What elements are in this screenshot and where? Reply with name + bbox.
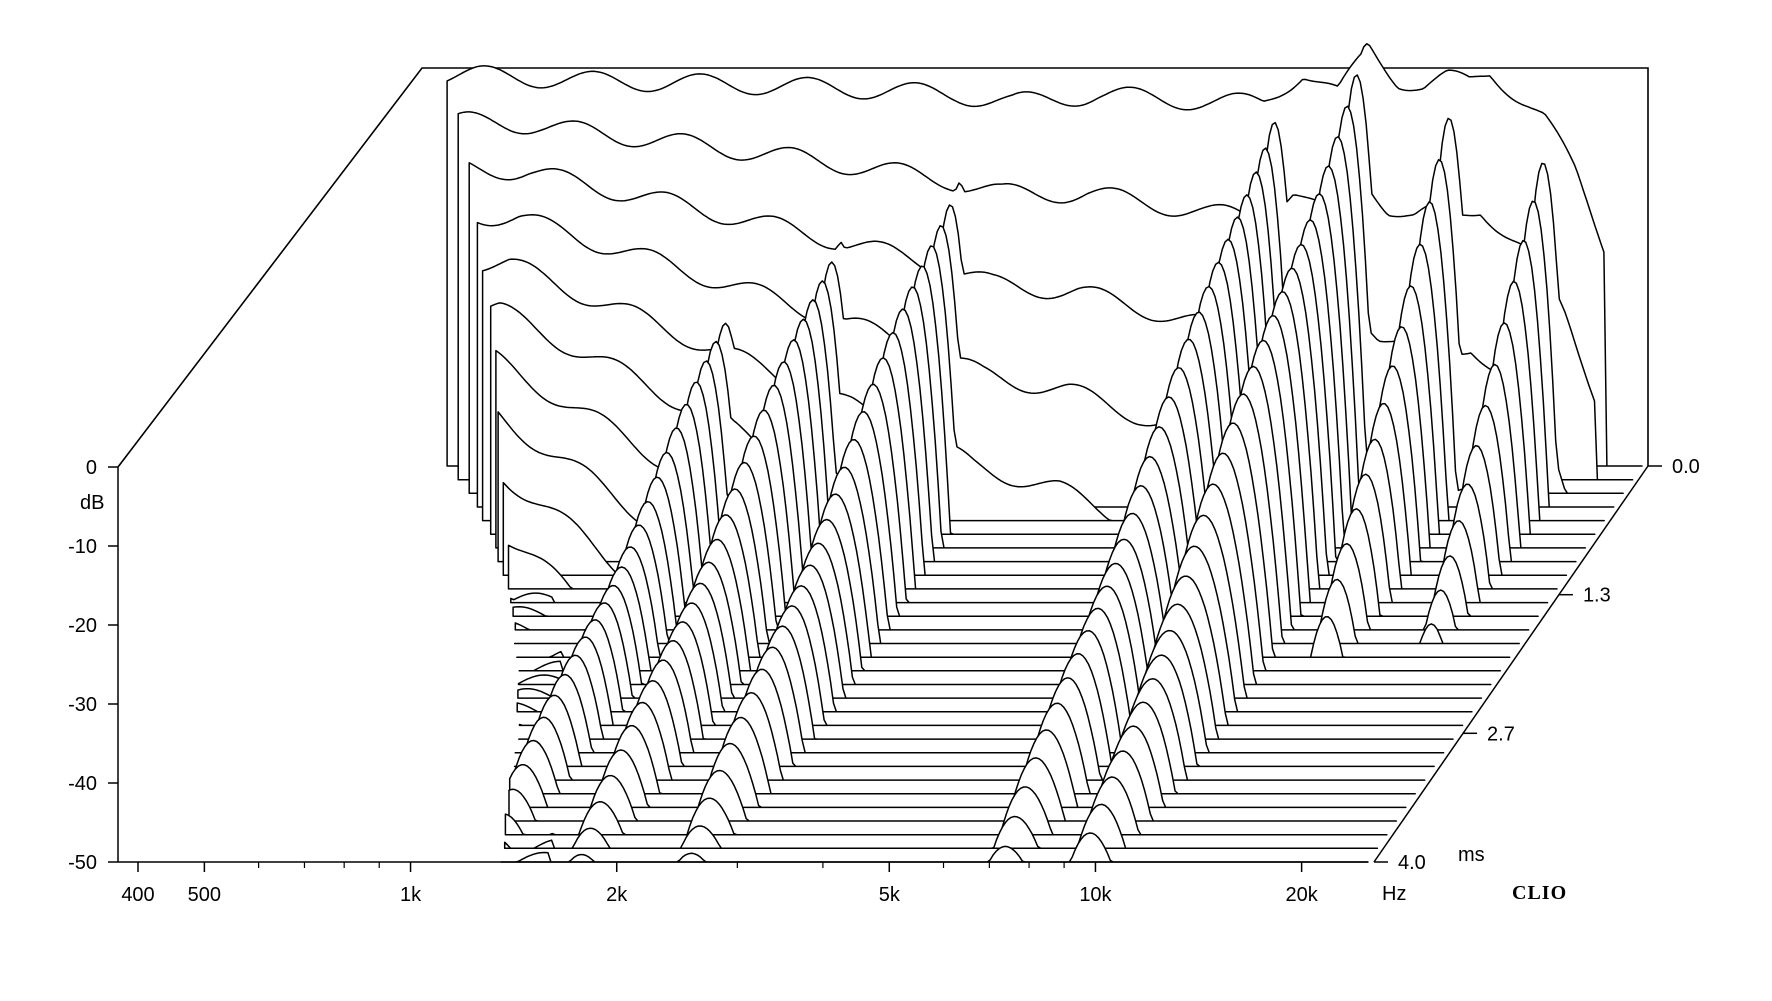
y-tick-label: -30	[68, 694, 97, 716]
y-tick-label: -50	[68, 852, 97, 874]
clio-brand-label: CLIO	[1512, 882, 1567, 904]
y-axis-unit-label: dB	[80, 492, 104, 514]
z-axis-unit-label: ms	[1458, 844, 1485, 866]
y-tick-label: 0	[86, 457, 97, 479]
x-tick-label: 10k	[1079, 884, 1112, 906]
waterfall-slice	[504, 776, 1388, 836]
y-tick-label: -10	[68, 536, 97, 558]
plot-frame	[117, 67, 1649, 468]
x-tick-label: 500	[188, 884, 221, 906]
z-axis: 0.0 1.3 2.7 4.0	[1373, 456, 1700, 874]
x-tick-label: 2k	[606, 884, 628, 906]
back-frame-edge	[117, 67, 1649, 468]
waterfall-slice	[518, 575, 1464, 727]
z-tick-label: 1.3	[1583, 585, 1611, 607]
y-axis: 0 -10 -20 -30 -40 -50	[68, 457, 119, 874]
waterfall-slice	[500, 832, 1369, 863]
z-tick-label: 2.7	[1487, 723, 1515, 745]
x-tick-label: 20k	[1286, 884, 1319, 906]
waterfall-slice	[508, 750, 1398, 822]
x-axis: 400 500 1k 2k 5k 10k 20k	[118, 861, 1368, 906]
x-tick-label: 5k	[879, 884, 901, 906]
z-tick-label: 0.0	[1672, 456, 1700, 478]
z-axis-line	[1373, 465, 1649, 863]
x-tick-label: 1k	[400, 884, 422, 906]
x-tick-label: 400	[121, 884, 154, 906]
waterfall-slice	[503, 803, 1379, 850]
y-tick-label: -20	[68, 615, 97, 637]
z-tick-label: 4.0	[1398, 852, 1426, 874]
y-tick-label: -40	[68, 773, 97, 795]
waterfall-slice	[518, 603, 1454, 740]
waterfall-slices	[446, 43, 1643, 863]
x-axis-unit-label: Hz	[1382, 883, 1406, 905]
